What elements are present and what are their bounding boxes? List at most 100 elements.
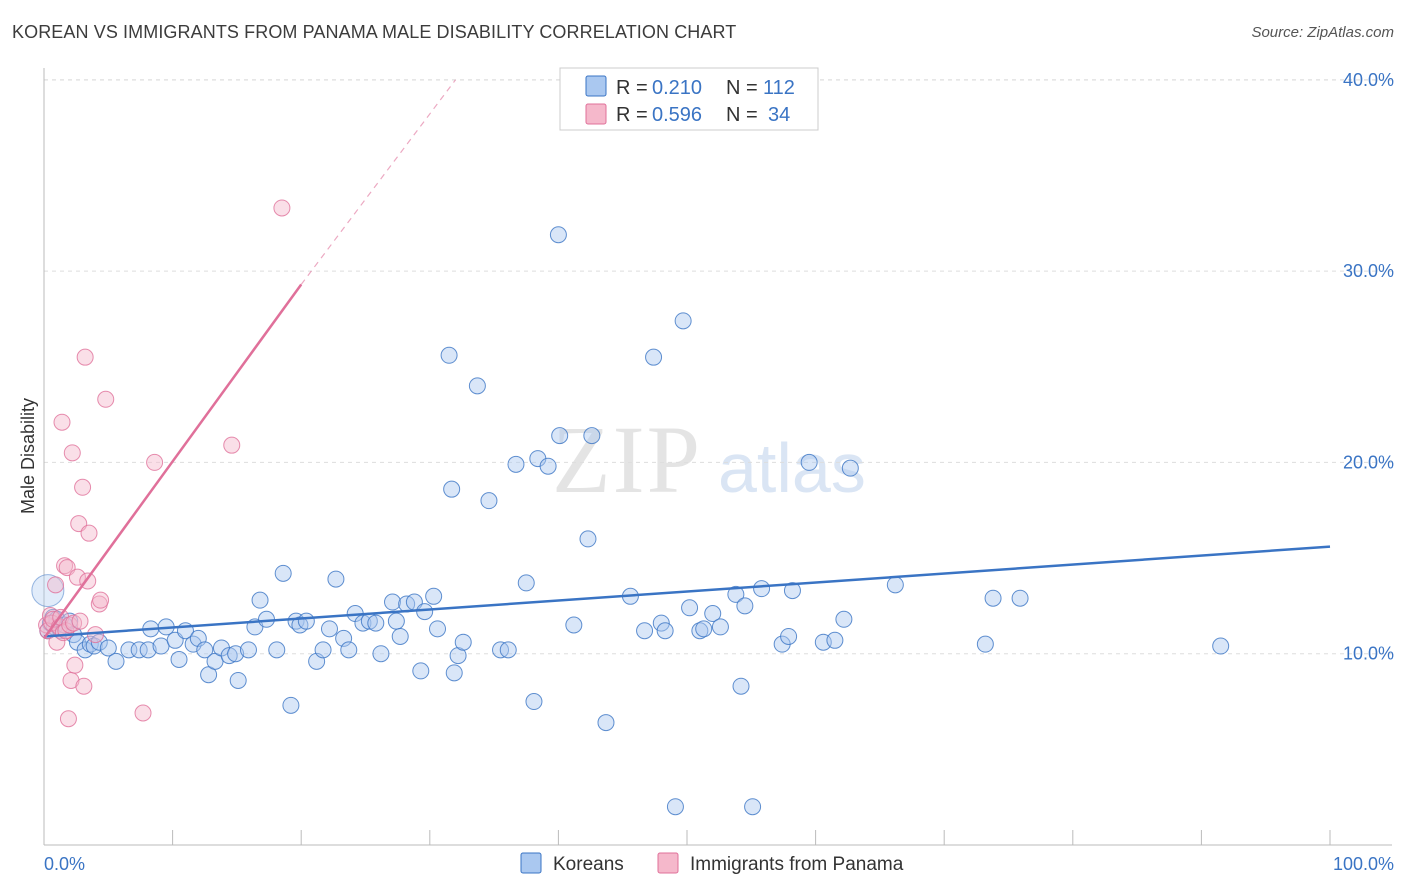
point-korean (367, 614, 385, 632)
point-korean (499, 641, 517, 659)
point-korean (835, 610, 853, 628)
bottom-legend-swatch-koreans (520, 852, 542, 874)
point-korean (800, 453, 818, 471)
point-korean (297, 612, 315, 630)
point-korean (412, 662, 430, 680)
point-korean (1011, 589, 1029, 607)
point-korean (666, 798, 684, 816)
x-ticks (43, 830, 1331, 845)
y-tick-label: 20.0% (1343, 452, 1394, 472)
legend-r-label-panama: R = (616, 104, 648, 126)
point-korean (656, 622, 674, 640)
point-korean (274, 564, 292, 582)
point-korean (636, 622, 654, 640)
point-korean (681, 599, 699, 617)
point-korean (239, 641, 257, 659)
point-korean (645, 348, 663, 366)
point-panama (134, 704, 152, 722)
point-panama (146, 453, 164, 471)
point-panama (71, 612, 89, 630)
point-korean (753, 580, 771, 598)
point-panama (63, 444, 81, 462)
point-korean (480, 492, 498, 510)
point-korean (391, 627, 409, 645)
point-panama (86, 626, 104, 644)
legend-swatch-panama (585, 103, 607, 125)
series-panama-points (38, 199, 291, 728)
chart-title: KOREAN VS IMMIGRANTS FROM PANAMA MALE DI… (12, 22, 737, 42)
point-korean (384, 593, 402, 611)
point-korean (549, 226, 567, 244)
point-korean (976, 635, 994, 653)
point-korean (120, 641, 138, 659)
point-korean (282, 696, 300, 714)
point-panama (75, 677, 93, 695)
point-korean (196, 641, 214, 659)
point-korean (583, 427, 601, 445)
point-panama (47, 576, 65, 594)
point-korean (695, 620, 713, 638)
point-korean (517, 574, 535, 592)
point-korean (139, 641, 157, 659)
point-korean (314, 641, 332, 659)
point-korean (220, 647, 238, 665)
legend-n-label-panama: N = (726, 104, 758, 126)
watermark-atlas: atlas (718, 429, 866, 507)
point-panama (74, 478, 92, 496)
legend-r-value-panama: 0.596 (652, 104, 702, 126)
grid-layer (44, 79, 1392, 655)
point-panama (223, 436, 241, 454)
point-korean (727, 585, 745, 603)
point-panama (92, 591, 110, 609)
point-panama (59, 710, 77, 728)
point-korean (984, 589, 1002, 607)
point-korean (732, 677, 750, 695)
legend-swatch-koreans (585, 75, 607, 97)
point-korean (340, 641, 358, 659)
point-korean (579, 530, 597, 548)
point-panama (76, 348, 94, 366)
y-tick-label: 40.0% (1343, 70, 1394, 90)
y-tick-label: 10.0% (1343, 644, 1394, 664)
point-panama (273, 199, 291, 217)
point-korean (416, 603, 434, 621)
trend-line-panama-extension (300, 79, 456, 285)
point-korean (539, 457, 557, 475)
point-korean (886, 576, 904, 594)
point-panama (53, 413, 71, 431)
point-korean (130, 641, 148, 659)
point-korean (227, 645, 245, 663)
point-korean (107, 652, 125, 670)
point-korean (652, 614, 670, 632)
point-korean (327, 570, 345, 588)
x-tick-label-max: 100.0% (1333, 854, 1394, 874)
y-axis-label: Male Disability (18, 398, 38, 514)
point-korean (445, 664, 463, 682)
point-korean (783, 582, 801, 600)
point-korean (736, 597, 754, 615)
point-korean (841, 459, 859, 477)
legend-n-value-koreans: 112 (763, 77, 795, 99)
point-korean (674, 312, 692, 330)
point-korean (257, 610, 275, 628)
point-korean (387, 612, 405, 630)
point-korean (152, 637, 170, 655)
point-korean (99, 639, 117, 657)
legend-r-value-koreans: 0.210 (652, 77, 702, 99)
watermark: ZIP atlas (552, 406, 866, 513)
bottom-legend-swatch-panama (657, 852, 679, 874)
point-korean (704, 605, 722, 623)
point-korean (551, 427, 569, 445)
series-koreans-points (31, 226, 1230, 816)
point-korean (826, 631, 844, 649)
point-korean (744, 798, 762, 816)
point-korean (229, 671, 247, 689)
point-korean (425, 587, 443, 605)
legend-r-label-koreans: R = (616, 77, 648, 99)
point-korean (711, 618, 729, 636)
bottom-legend-label-panama: Immigrants from Panama (690, 854, 904, 875)
point-korean (429, 620, 447, 638)
legend-n-value-panama: 34 (768, 104, 790, 126)
point-korean (565, 616, 583, 634)
